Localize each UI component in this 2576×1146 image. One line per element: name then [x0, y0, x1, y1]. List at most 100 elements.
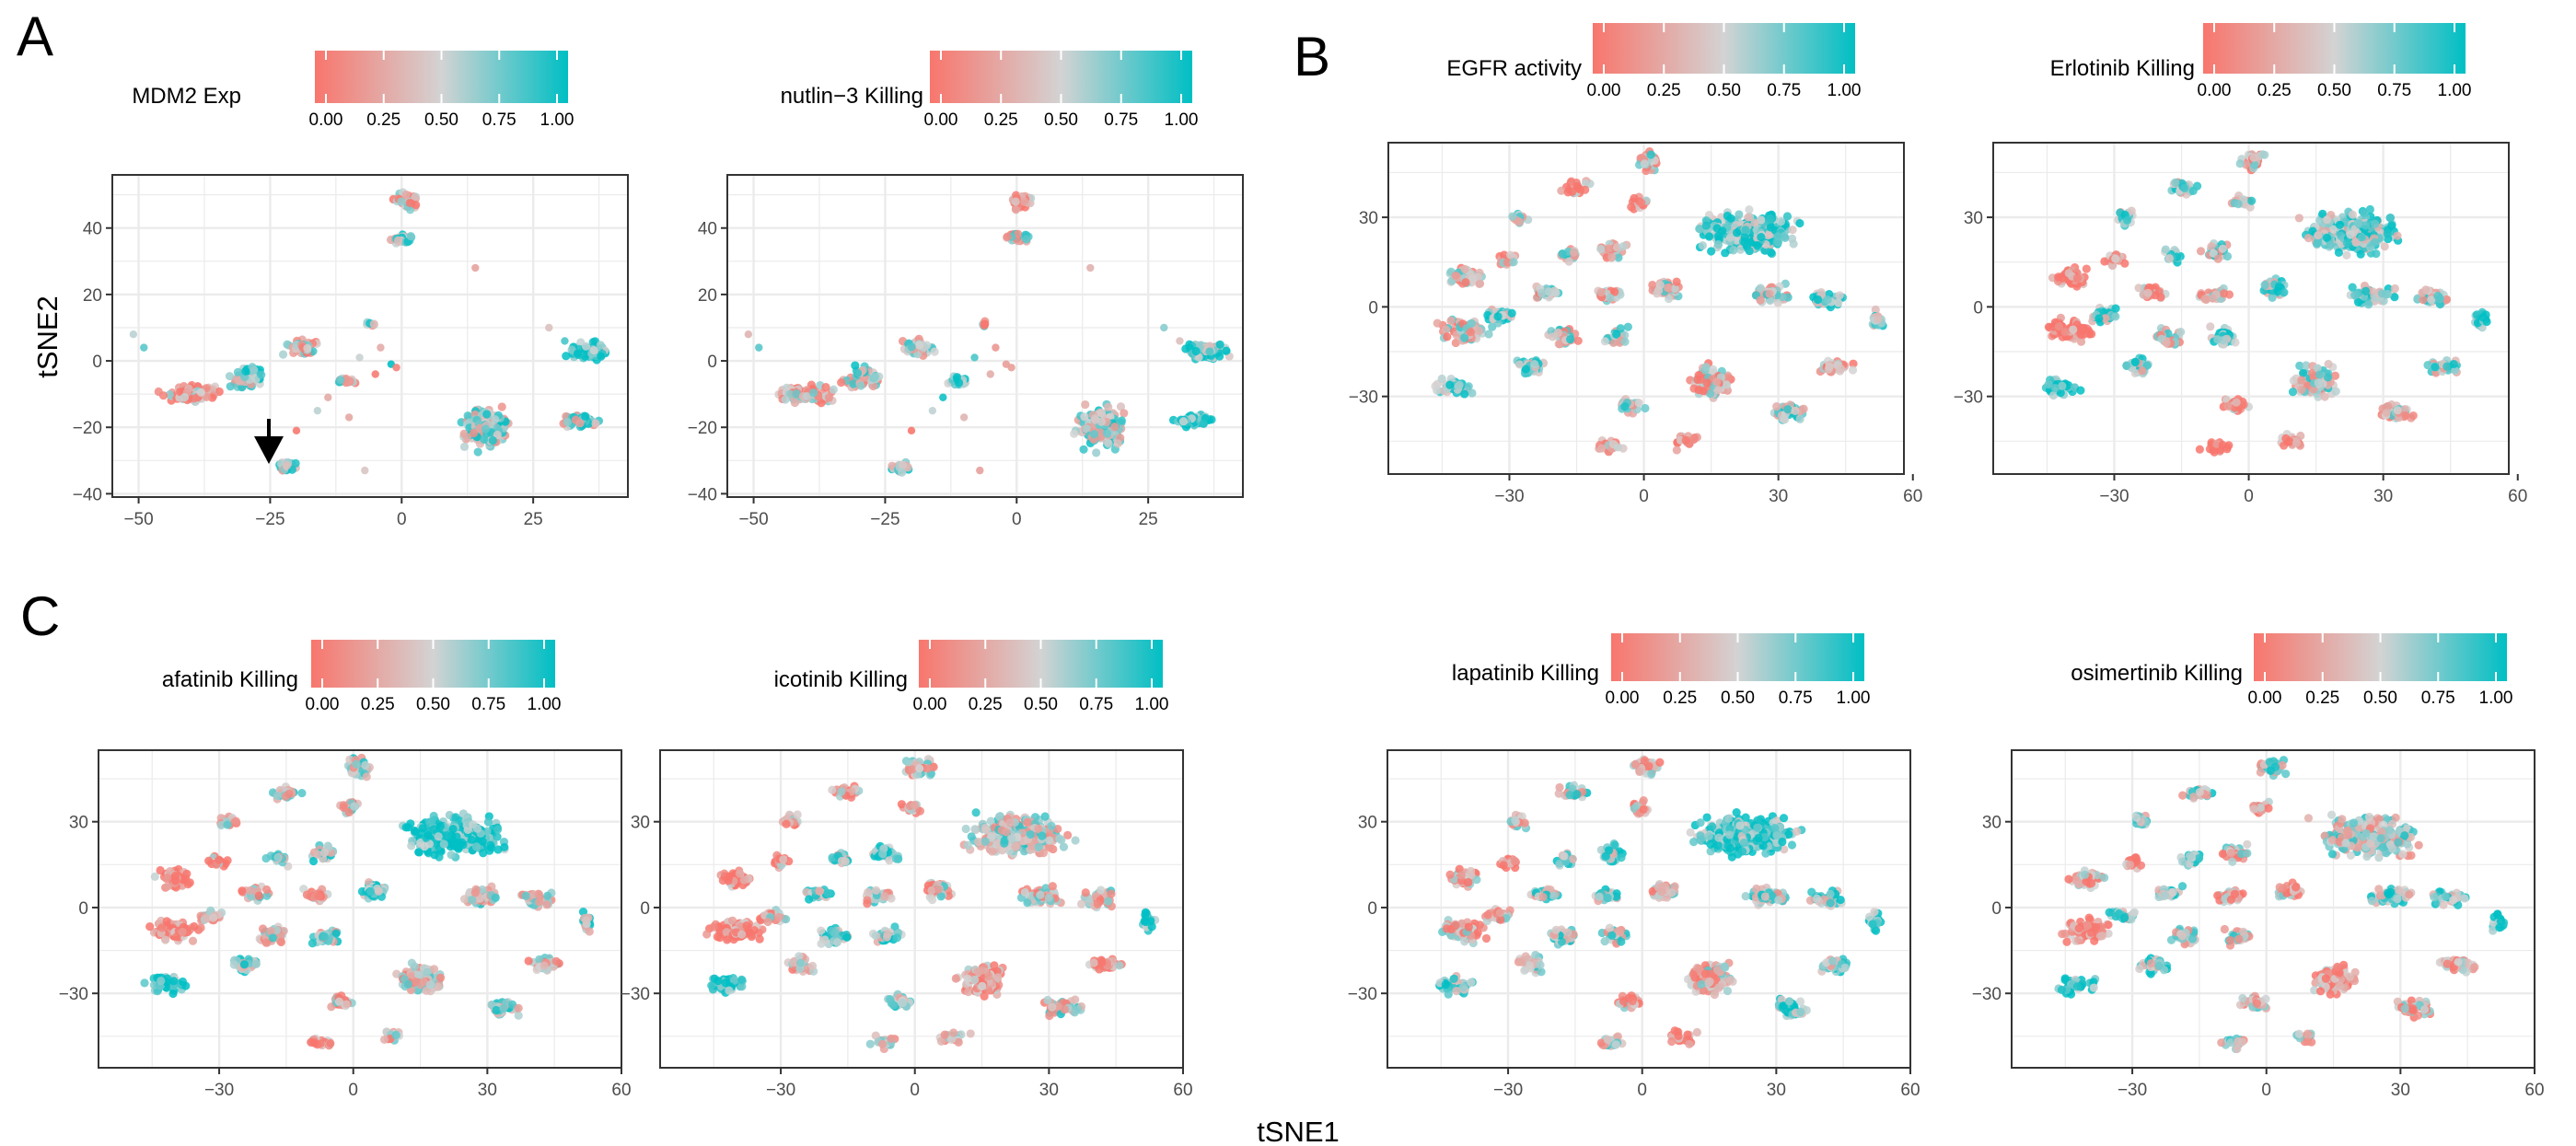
- data-point: [2320, 392, 2329, 401]
- data-point: [1729, 246, 1738, 255]
- colorbar-tick-label: 0.50: [2317, 81, 2351, 100]
- data-point: [898, 460, 908, 469]
- colorbar-tick-label: 0.75: [471, 695, 505, 714]
- data-point: [1003, 232, 1012, 241]
- data-point: [2200, 295, 2210, 304]
- data-point: [1637, 198, 1646, 208]
- data-point: [1766, 223, 1776, 232]
- data-point: [2449, 359, 2458, 369]
- colorbar-tick-label: 0.00: [2198, 81, 2232, 100]
- data-point: [2297, 385, 2306, 395]
- data-point: [339, 803, 348, 812]
- data-point: [362, 772, 371, 781]
- colorbar-tick-label: 1.00: [1828, 81, 1862, 100]
- data-point: [170, 871, 180, 880]
- colorbar-tick-label: 0.25: [361, 695, 395, 714]
- data-point: [1619, 242, 1628, 251]
- data-point: [1460, 264, 1469, 273]
- data-point: [2390, 284, 2399, 294]
- data-point: [1464, 382, 1473, 391]
- data-point: [1823, 295, 1832, 305]
- data-point: [2196, 247, 2206, 256]
- data-point: [970, 353, 979, 362]
- data-point: [2176, 328, 2186, 337]
- data-point: [268, 933, 278, 943]
- data-point: [856, 381, 865, 390]
- data-point: [2232, 398, 2241, 407]
- data-point: [1466, 328, 1476, 337]
- data-point: [1613, 443, 1622, 452]
- data-point: [491, 415, 500, 424]
- data-point: [2385, 213, 2396, 223]
- data-point: [190, 921, 199, 932]
- data-point: [2162, 338, 2171, 348]
- data-point: [1701, 221, 1711, 230]
- data-point: [405, 198, 414, 208]
- data-point: [180, 392, 190, 402]
- data-point: [480, 434, 489, 445]
- data-point: [2478, 313, 2488, 322]
- data-point: [1558, 249, 1567, 259]
- data-point: [1104, 402, 1113, 411]
- plot-background: [1993, 143, 2509, 474]
- data-point: [1081, 399, 1090, 410]
- data-point: [483, 817, 493, 827]
- data-point: [2292, 438, 2301, 447]
- data-point: [1707, 247, 1716, 256]
- x-tick-label: 30: [1769, 487, 1788, 506]
- data-point: [1634, 399, 1643, 408]
- data-point: [1834, 298, 1843, 307]
- data-point: [424, 830, 433, 839]
- data-point: [1732, 228, 1742, 237]
- data-point: [1431, 381, 1440, 391]
- data-point: [2371, 219, 2380, 228]
- data-point: [324, 393, 332, 401]
- data-point: [2380, 242, 2389, 251]
- data-point: [1176, 337, 1184, 345]
- data-point: [1514, 360, 1525, 369]
- data-point: [188, 936, 198, 945]
- data-point: [1441, 325, 1451, 334]
- legend-title: nutlin−3 Killing: [781, 84, 923, 109]
- data-point: [2171, 178, 2180, 187]
- x-tick-label: −30: [1494, 487, 1524, 506]
- data-point: [2361, 286, 2371, 295]
- data-point: [1627, 203, 1636, 212]
- colorbar-tick-label: 0.25: [366, 110, 400, 130]
- data-point: [1604, 244, 1613, 253]
- data-point: [493, 825, 503, 834]
- data-point: [1699, 387, 1708, 396]
- data-point: [1655, 280, 1665, 290]
- data-point: [597, 352, 606, 361]
- data-point: [2393, 231, 2402, 240]
- data-point: [2314, 231, 2323, 240]
- data-point: [2353, 218, 2362, 227]
- data-point: [1874, 315, 1883, 324]
- colorbar-tick-label: 0.50: [416, 695, 450, 714]
- data-point: [215, 855, 224, 864]
- data-point: [371, 370, 379, 378]
- data-point: [459, 442, 470, 452]
- data-point: [1681, 435, 1690, 445]
- data-point: [350, 802, 359, 811]
- data-point: [1091, 415, 1100, 424]
- data-point: [1596, 287, 1606, 297]
- data-point: [1783, 405, 1793, 414]
- data-point: [1672, 446, 1681, 455]
- data-point: [1537, 288, 1547, 298]
- plot-background: [112, 175, 628, 497]
- data-point: [2322, 215, 2332, 225]
- y-tick-label: 30: [1964, 209, 1983, 228]
- colorbar-tick-label: 1.00: [2438, 81, 2472, 100]
- data-point: [976, 466, 984, 475]
- data-point: [2206, 322, 2215, 331]
- data-point: [469, 428, 479, 438]
- data-point: [392, 364, 400, 372]
- data-point: [1704, 232, 1714, 241]
- data-point: [1205, 347, 1214, 356]
- data-point: [291, 458, 300, 468]
- data-point: [2342, 250, 2351, 260]
- data-point: [781, 395, 790, 404]
